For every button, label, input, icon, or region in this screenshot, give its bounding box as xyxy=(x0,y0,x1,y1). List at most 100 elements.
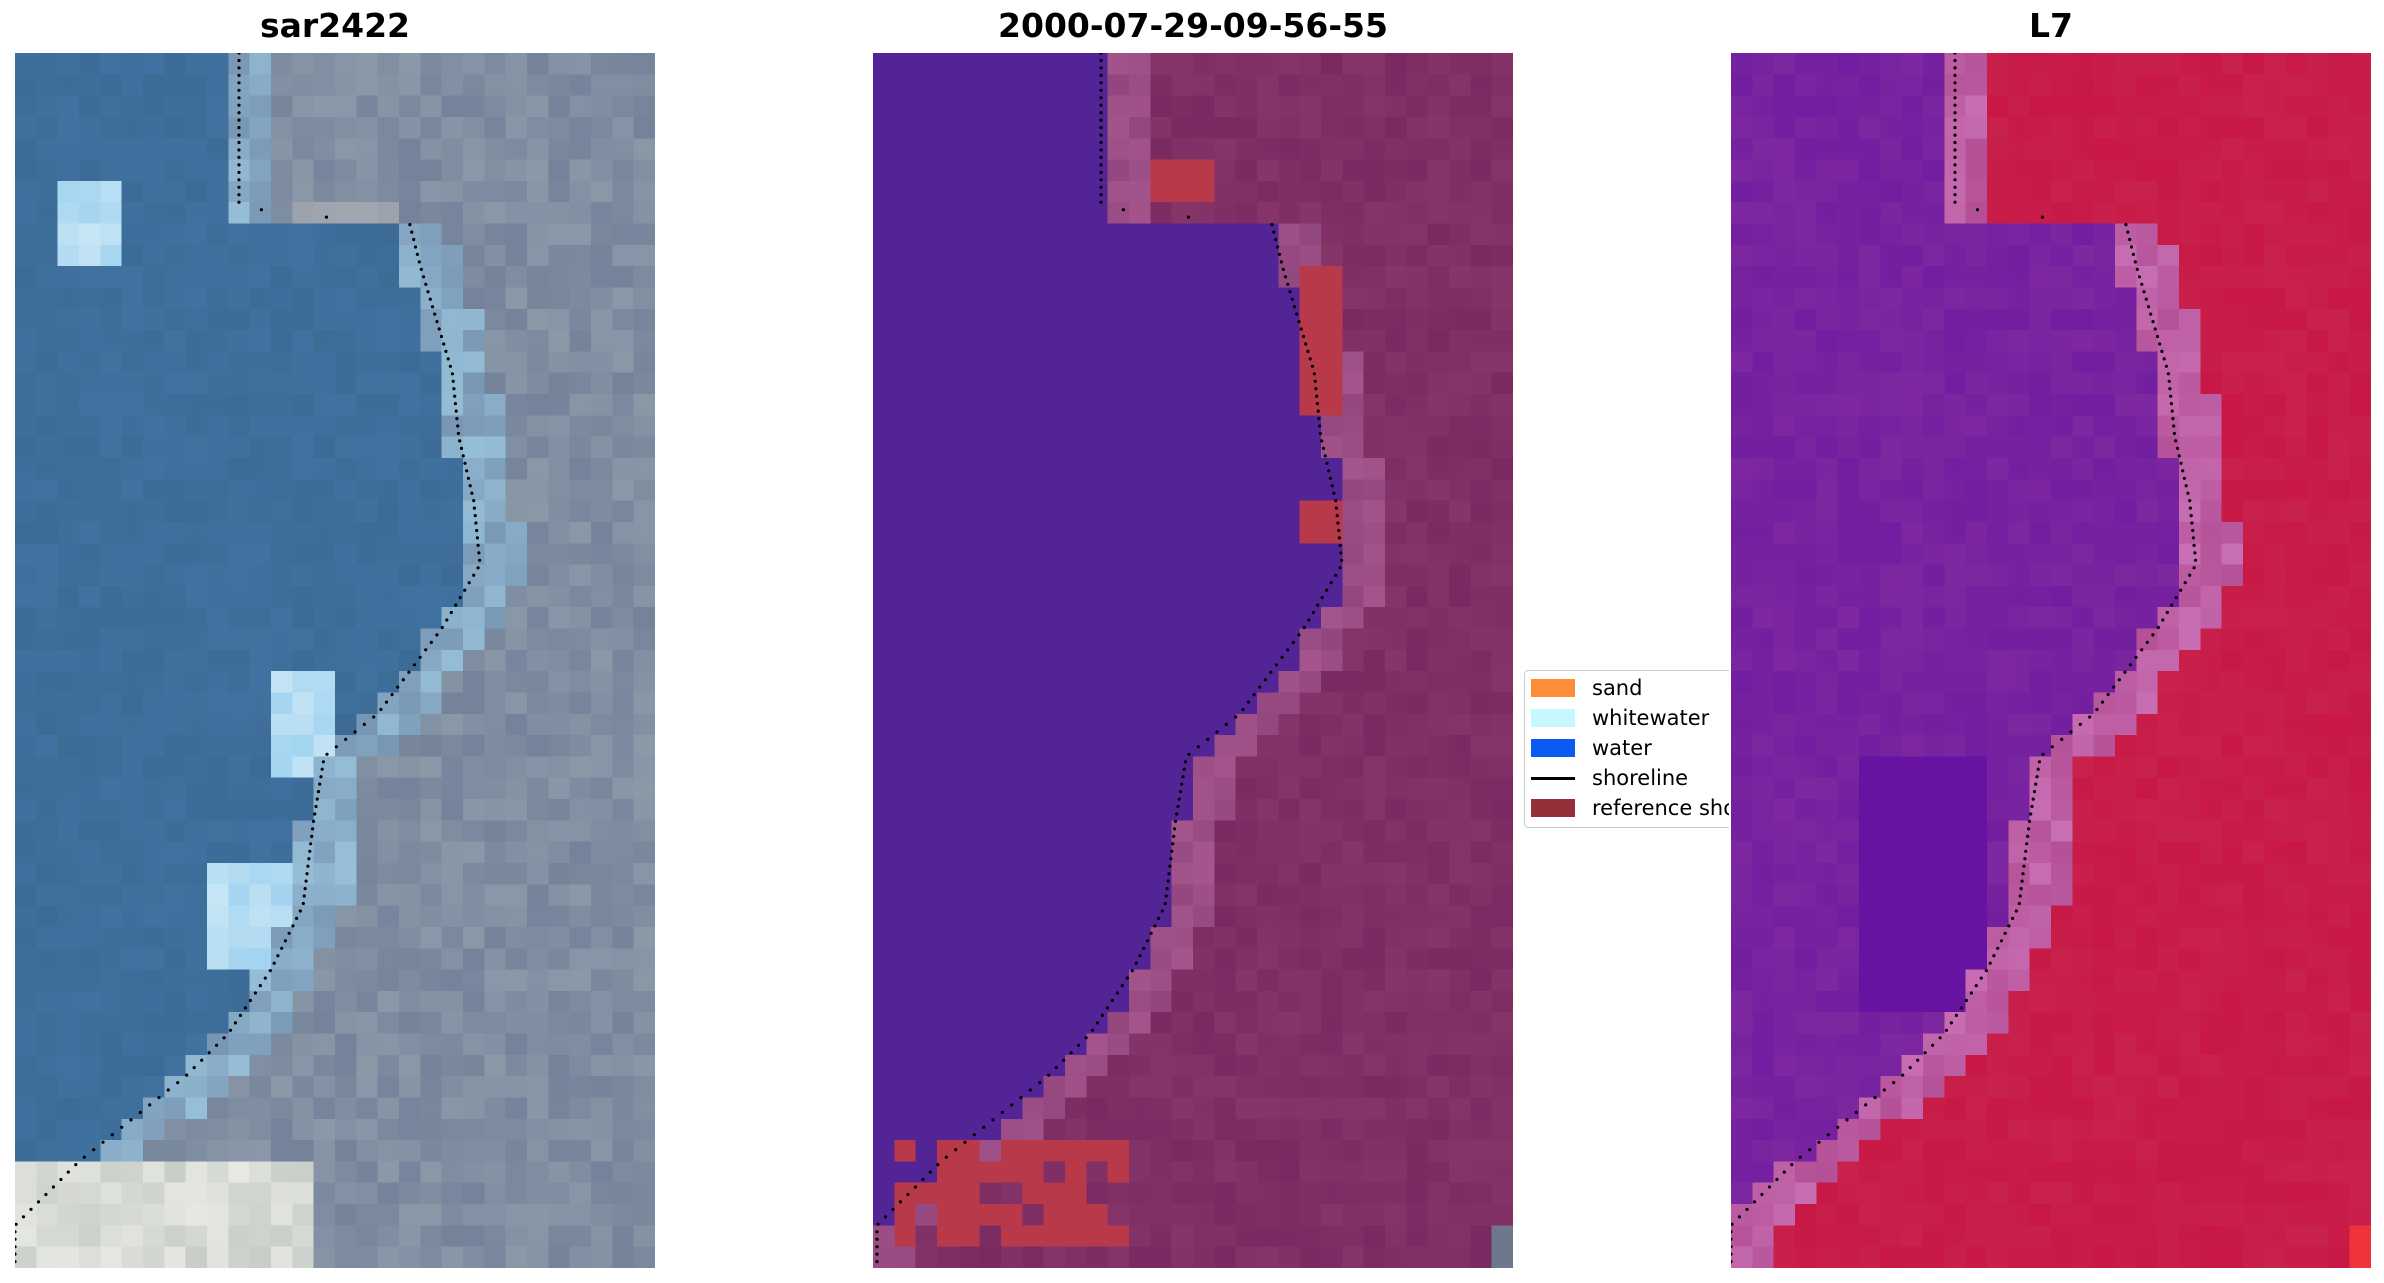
shoreline-point xyxy=(1120,984,1124,988)
shoreline-point xyxy=(1283,275,1288,279)
shoreline-point xyxy=(1882,1088,1886,1092)
shoreline-point xyxy=(1335,514,1339,518)
shoreline-point xyxy=(272,961,276,965)
shoreline-point xyxy=(1953,200,1957,204)
shoreline-point xyxy=(1099,66,1103,70)
shoreline-point xyxy=(192,1066,196,1070)
shoreline-point xyxy=(1099,58,1103,63)
shoreline-point xyxy=(452,387,456,391)
shoreline-point xyxy=(2191,528,2195,533)
shoreline-point xyxy=(1328,476,1332,480)
shoreline-point xyxy=(2128,237,2132,242)
shoreline-point xyxy=(2027,827,2031,831)
shoreline-point xyxy=(450,372,454,376)
shoreline-point xyxy=(207,1051,211,1055)
shoreline-point xyxy=(307,857,311,861)
shoreline-point xyxy=(444,349,448,353)
shoreline-point xyxy=(1110,998,1114,1003)
shoreline-point xyxy=(1953,53,1957,55)
shoreline-point xyxy=(1923,1051,1927,1055)
shoreline-point xyxy=(2188,573,2192,577)
legend-item-reference-shoreline: reference shoreline xyxy=(1531,795,1729,821)
shoreline-point xyxy=(228,1028,233,1032)
shoreline-point xyxy=(1775,1177,1779,1182)
shoreline-point xyxy=(237,118,241,122)
shoreline-point xyxy=(1258,685,1262,689)
shoreline-point xyxy=(138,1110,142,1114)
shoreline-point xyxy=(2155,334,2160,339)
shoreline-point xyxy=(237,148,241,152)
shoreline-point xyxy=(1280,655,1284,659)
rgb-image xyxy=(15,53,655,1268)
shoreline-point xyxy=(468,484,472,488)
shoreline-point xyxy=(430,305,435,309)
shoreline-point xyxy=(1054,1066,1058,1070)
shoreline-point xyxy=(1953,170,1957,174)
shoreline-point xyxy=(1836,1125,1840,1129)
shoreline-point xyxy=(276,954,280,958)
legend-item-water: water xyxy=(1531,735,1652,761)
shoreline-point xyxy=(424,648,428,652)
shoreline-point xyxy=(454,409,458,413)
shoreline-point xyxy=(120,1125,124,1129)
shoreline-point xyxy=(2153,327,2157,331)
shoreline-point xyxy=(476,543,480,547)
shoreline-point xyxy=(424,282,428,286)
shoreline-point xyxy=(2134,655,2138,659)
index-image-panel xyxy=(1731,53,2371,1268)
shoreline-point xyxy=(1953,118,1957,122)
reference-shoreline-swatch xyxy=(1531,799,1575,817)
shoreline-point xyxy=(470,491,474,495)
shoreline-point xyxy=(1306,349,1310,353)
shoreline-point xyxy=(148,1103,152,1107)
shoreline-point xyxy=(435,320,439,324)
shoreline-point xyxy=(1299,327,1303,331)
shoreline-point xyxy=(1145,939,1149,943)
shoreline-point xyxy=(1338,566,1342,570)
shoreline-point xyxy=(1099,155,1103,159)
shoreline-point xyxy=(2168,387,2172,391)
shoreline-point xyxy=(2171,417,2175,421)
shoreline-point xyxy=(1892,1081,1896,1085)
shoreline-point xyxy=(1996,946,2000,950)
shoreline-point xyxy=(21,1215,26,1219)
shoreline-overlay xyxy=(875,53,1344,1264)
shoreline-point xyxy=(1845,1118,1849,1122)
shoreline-point xyxy=(1954,1013,1958,1018)
shoreline-point xyxy=(1790,1163,1794,1167)
shoreline-point xyxy=(944,1155,948,1159)
shoreline-point xyxy=(1984,969,1988,973)
shoreline-point xyxy=(1224,722,1228,727)
shoreline-point xyxy=(1167,872,1171,876)
shoreline-point xyxy=(200,1058,204,1062)
shoreline-point xyxy=(1291,640,1295,645)
shoreline-point xyxy=(259,208,263,212)
shoreline-point xyxy=(314,804,318,809)
shoreline-point xyxy=(2158,342,2162,346)
shoreline-point xyxy=(963,1140,967,1144)
shoreline-point xyxy=(1047,1073,1051,1077)
shoreline-point xyxy=(1274,663,1279,667)
shoreline-point xyxy=(972,1133,976,1137)
shoreline-point xyxy=(2189,514,2193,518)
shoreline-point xyxy=(1182,767,1186,771)
shoreline-point xyxy=(315,797,319,801)
shoreline-point xyxy=(1166,879,1170,883)
shoreline-point xyxy=(1125,976,1129,980)
shoreline-point xyxy=(419,267,423,271)
shoreline-point xyxy=(1953,66,1957,70)
shoreline-point xyxy=(453,402,457,406)
shoreline-point xyxy=(1992,954,1996,958)
shoreline-point xyxy=(1172,834,1176,839)
index-image xyxy=(1731,53,2371,1268)
shoreline-point xyxy=(2166,372,2170,376)
shoreline-point xyxy=(1974,984,1978,988)
shoreline-point xyxy=(29,1207,33,1211)
shoreline-point xyxy=(2167,379,2171,383)
shoreline-point xyxy=(1286,282,1290,286)
shoreline-point xyxy=(1330,484,1334,488)
shoreline-point xyxy=(1142,946,1146,950)
shoreline-point xyxy=(1215,730,1219,734)
shoreline-point xyxy=(1099,185,1103,189)
shoreline-point xyxy=(237,163,241,167)
